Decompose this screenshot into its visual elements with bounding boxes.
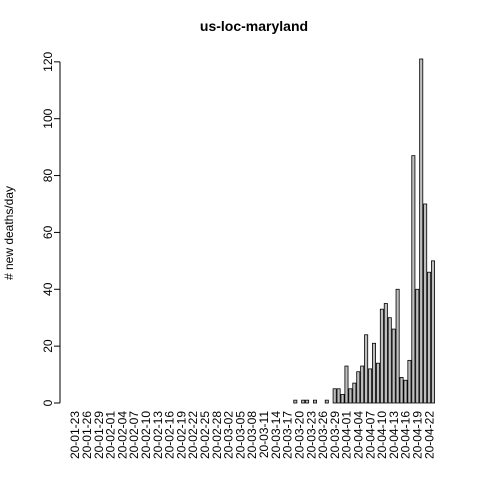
x-tick-label: 20-04-22: [422, 411, 436, 459]
x-tick-label: 20-02-25: [198, 411, 212, 459]
bar: [332, 388, 337, 404]
x-tick-label: 20-02-07: [127, 411, 141, 459]
x-tick-label: 20-03-17: [281, 411, 295, 459]
bar: [293, 399, 298, 404]
y-tick-label: 40: [41, 282, 55, 296]
bar: [431, 260, 436, 404]
bar: [368, 368, 373, 404]
x-tick-label: 20-03-02: [222, 411, 236, 459]
bar: [399, 377, 404, 404]
x-tick-label: 20-04-04: [351, 411, 365, 459]
bar: [403, 379, 408, 404]
bar: [427, 271, 432, 404]
x-tick-label: 20-02-19: [174, 411, 188, 459]
bar: [344, 365, 349, 404]
y-axis-label: # new deaths/day: [2, 186, 16, 280]
bar: [375, 362, 380, 404]
x-tick-label: 20-01-23: [68, 411, 82, 459]
bar: [387, 317, 392, 404]
x-tick-label: 20-04-16: [399, 411, 413, 459]
x-tick-label: 20-02-13: [151, 411, 165, 459]
bar: [348, 388, 353, 404]
x-tick-label: 20-02-10: [139, 411, 153, 459]
x-tick-label: 20-04-01: [340, 411, 354, 459]
bar: [391, 328, 396, 404]
bar: [356, 371, 361, 404]
bar: [379, 308, 384, 404]
bar: [360, 365, 365, 404]
x-tick-label: 20-01-26: [80, 411, 94, 459]
x-tick-label: 20-02-22: [186, 411, 200, 459]
x-tick-label: 20-03-23: [304, 411, 318, 459]
bar: [336, 388, 341, 404]
bar: [395, 288, 400, 404]
bar: [372, 342, 376, 404]
x-tick-label: 20-03-29: [328, 411, 342, 459]
x-tick-label: 20-04-10: [375, 411, 389, 459]
x-tick-label: 20-03-20: [292, 411, 306, 459]
x-tick-label: 20-03-05: [233, 411, 247, 459]
bar: [383, 303, 388, 404]
y-tick-label: 60: [41, 225, 55, 239]
bar: [352, 382, 357, 404]
bar: [313, 399, 317, 404]
x-tick-label: 20-04-07: [363, 411, 377, 459]
x-tick-label: 20-03-26: [316, 411, 330, 459]
bar: [419, 58, 424, 404]
x-tick-label: 20-03-14: [269, 411, 283, 459]
x-tick-label: 20-02-01: [104, 411, 118, 459]
y-tick-label: 0: [41, 399, 55, 406]
bar: [423, 203, 428, 404]
bar: [305, 399, 310, 404]
x-tick-label: 20-03-08: [245, 411, 259, 459]
bar: [415, 288, 420, 404]
y-tick-label: 100: [41, 108, 55, 128]
x-tick-label: 20-04-13: [387, 411, 401, 459]
x-tick-label: 20-02-16: [163, 411, 177, 459]
bar: [301, 399, 306, 404]
bar: [364, 334, 369, 404]
bar: [340, 394, 345, 404]
chart-title: us-loc-maryland: [200, 18, 308, 34]
bar: [407, 359, 412, 404]
x-tick-label: 20-01-29: [92, 411, 106, 459]
y-tick-label: 80: [41, 169, 55, 183]
bar: [324, 399, 329, 404]
bar: [411, 155, 416, 404]
x-tick-label: 20-02-28: [210, 411, 224, 459]
y-tick-label: 20: [41, 339, 55, 353]
x-tick-label: 20-04-19: [410, 411, 424, 459]
x-tick-label: 20-02-04: [115, 411, 129, 459]
y-tick-label: 120: [41, 52, 55, 72]
x-tick-label: 20-03-11: [257, 411, 271, 458]
